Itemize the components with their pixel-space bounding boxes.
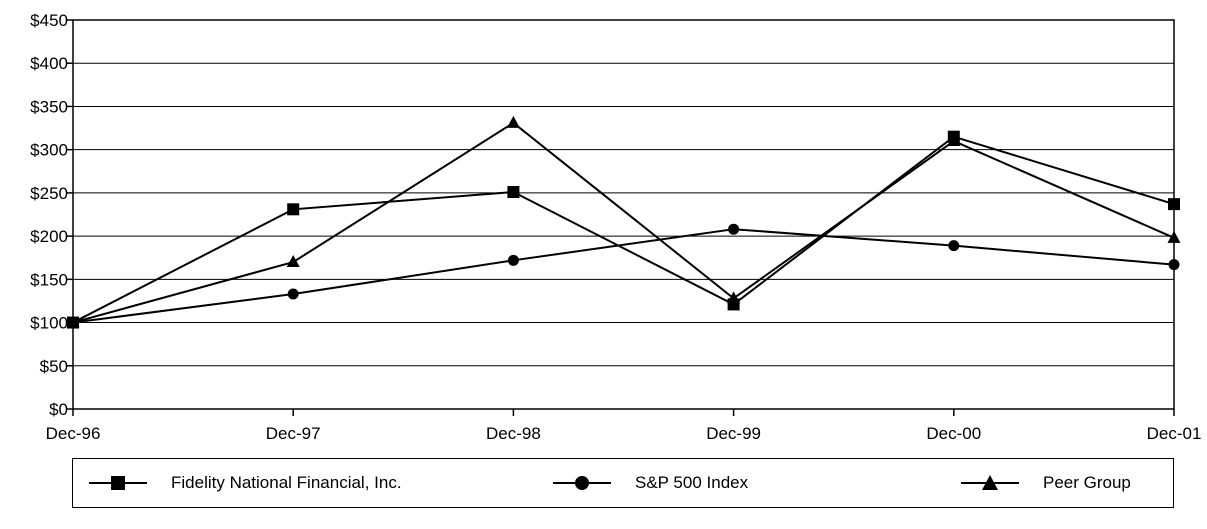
square-data-point [507,186,520,199]
square-marker-icon [89,475,147,490]
legend-label-fidelity: Fidelity National Financial, Inc. [171,472,402,492]
y-tick-label: $450 [30,11,68,30]
chart-legend: Fidelity National Financial, Inc. S&P 50… [72,458,1174,508]
triangle-data-point [947,134,961,147]
triangle-data-point [506,115,520,128]
triangle-marker-icon [961,474,1019,490]
x-tick-label: Dec-01 [1147,424,1202,443]
y-axis-tick-labels: $0 $50 $100 $150 $200 $250 $300 $350 $400 $450 [30,11,68,419]
series-lines [66,115,1181,329]
x-tick-label: Dec-97 [266,424,321,443]
y-tick-label: $250 [30,184,68,203]
legend-item-peer-group: Peer Group [959,459,1131,506]
y-tick-label: $0 [49,400,68,419]
series-line [72,135,1175,324]
y-tick-label: $400 [30,54,68,73]
x-tick-label: Dec-98 [486,424,541,443]
legend-label-sp500: S&P 500 Index [635,472,749,492]
series-line [72,121,1175,324]
triangle-data-point [727,291,741,304]
y-tick-label: $50 [40,357,68,376]
legend-item-sp500: S&P 500 Index [551,459,748,506]
triangle-data-point [286,255,300,268]
series-triangle [66,115,1181,328]
square-data-point [287,203,300,216]
legend-label-peer-group: Peer Group [1043,472,1131,492]
circle-data-point [948,240,960,252]
series-line [72,228,1175,324]
y-tick-label: $300 [30,141,68,160]
gridlines [67,19,1175,416]
x-axis-tick-labels: Dec-96 Dec-97 Dec-98 Dec-99 Dec-00 Dec-01 [46,424,1202,443]
y-tick-label: $100 [30,314,68,333]
x-tick-label: Dec-99 [706,424,761,443]
legend-item-fidelity: Fidelity National Financial, Inc. [87,459,402,506]
y-tick-label: $200 [30,227,68,246]
series-square [67,130,1180,329]
circle-data-point [728,223,740,235]
plot-area-frame [72,19,1175,410]
y-tick-label: $150 [30,270,68,289]
circle-data-point [287,288,299,300]
circle-marker-icon [553,475,611,490]
y-tick-label: $350 [30,97,68,116]
x-tick-label: Dec-00 [926,424,981,443]
x-tick-label: Dec-96 [46,424,101,443]
circle-data-point [507,254,519,266]
